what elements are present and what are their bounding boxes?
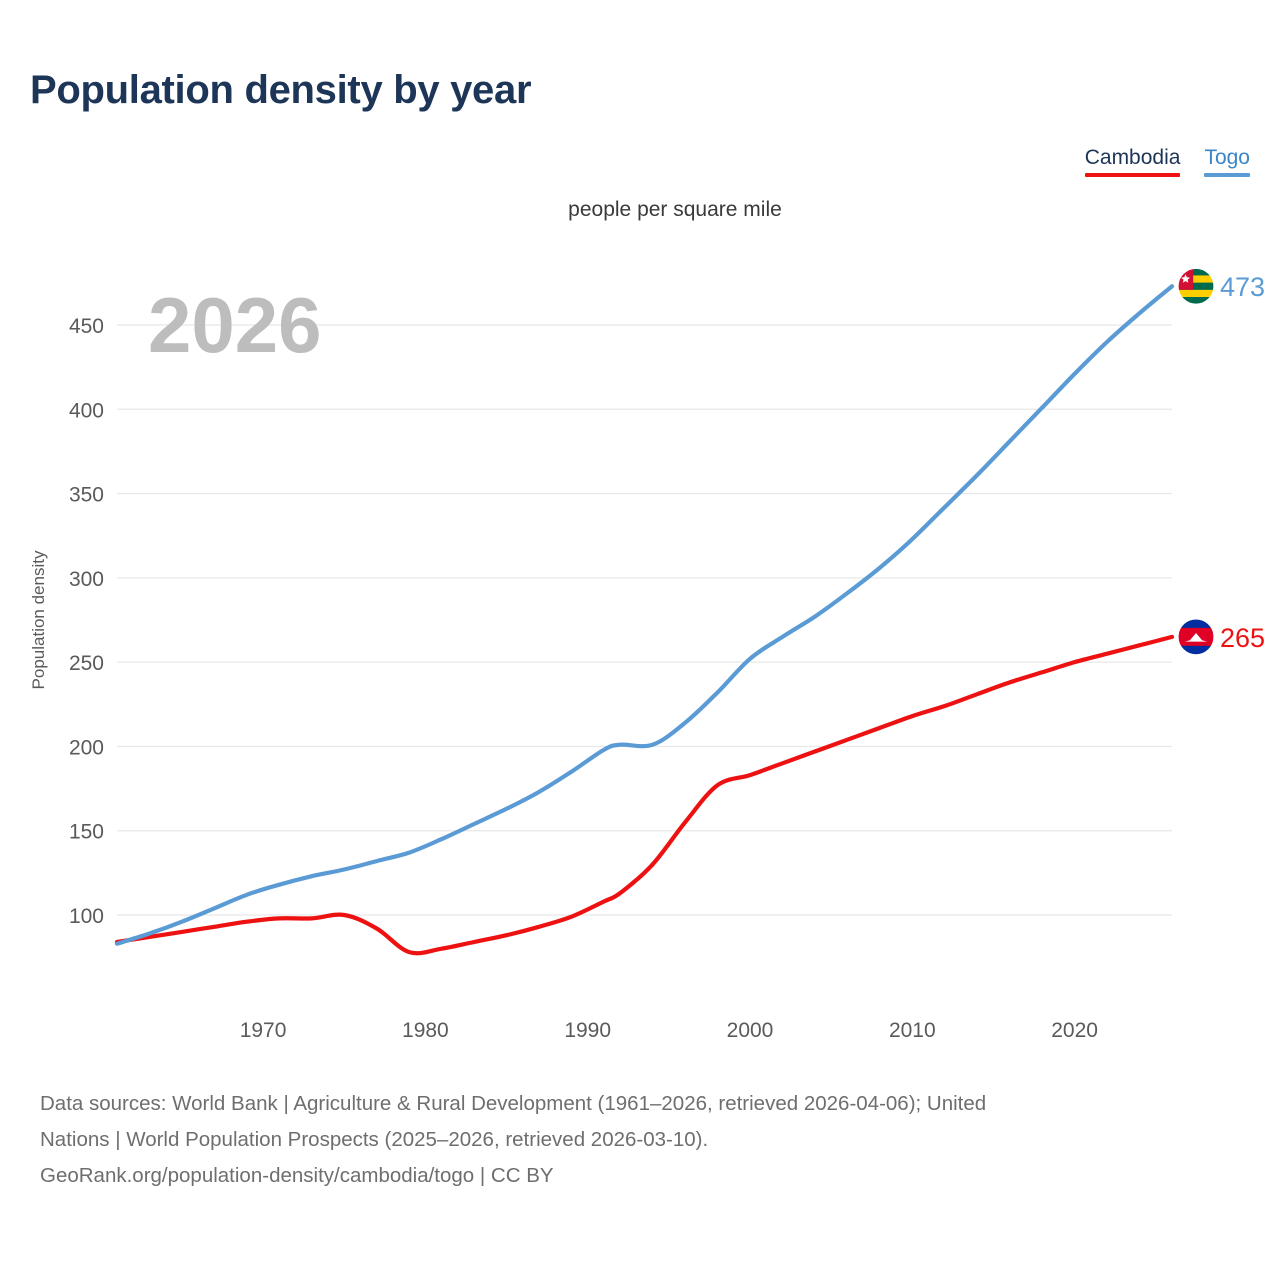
legend-label-cambodia: Cambodia xyxy=(1084,146,1181,169)
footer-line-1: Data sources: World Bank | Agriculture &… xyxy=(40,1092,987,1115)
legend-rule-togo xyxy=(1204,173,1250,177)
togo-flag-icon xyxy=(1177,267,1215,305)
x-tick-label: 1970 xyxy=(240,1019,287,1042)
series-line-cambodia[interactable] xyxy=(114,634,1175,956)
x-tick-label: 2020 xyxy=(1051,1019,1098,1042)
y-tick-label: 400 xyxy=(69,399,104,422)
legend-rule-cambodia xyxy=(1084,173,1181,177)
x-tick-label: 2010 xyxy=(889,1019,936,1042)
endpoint-value-cambodia: 265 xyxy=(1220,623,1265,653)
x-tick-label: 1980 xyxy=(402,1019,449,1042)
chart-gridlines xyxy=(117,324,1172,916)
legend-item-cambodia[interactable]: Cambodia xyxy=(1084,145,1181,177)
y-tick-label: 150 xyxy=(69,821,104,844)
chart-legend: Cambodia Togo xyxy=(1084,145,1250,177)
page-title: Population density by year xyxy=(30,68,532,112)
y-tick-label: 350 xyxy=(69,484,104,507)
y-tick-label: 200 xyxy=(69,736,104,759)
legend-label-togo: Togo xyxy=(1204,146,1250,169)
chart-x-tick-labels: 1970 1980 1990 2000 2010 2020 xyxy=(240,1019,1098,1042)
footer-line-2: Nations | World Population Prospects (20… xyxy=(40,1128,709,1151)
chart-y-tick-labels: 100 150 200 250 300 350 400 450 xyxy=(69,315,104,928)
y-tick-label: 300 xyxy=(69,568,104,591)
footer-source-link[interactable]: GeoRank.org/population-density/cambodia/… xyxy=(40,1164,554,1187)
cambodia-flag-icon xyxy=(1177,618,1215,656)
y-tick-label: 250 xyxy=(69,652,104,675)
y-tick-label: 450 xyxy=(69,315,104,338)
legend-item-togo[interactable]: Togo xyxy=(1204,145,1250,177)
chart-footer: Data sources: World Bank | Agriculture &… xyxy=(40,1086,1250,1194)
x-tick-label: 2000 xyxy=(727,1019,774,1042)
chart-subtitle: people per square mile xyxy=(568,198,782,221)
chart-endpoint-markers: 265 473 xyxy=(1177,267,1265,656)
endpoint-value-togo: 473 xyxy=(1220,272,1265,302)
year-watermark: 2026 xyxy=(148,281,322,369)
x-tick-label: 1990 xyxy=(564,1019,611,1042)
series-line-togo[interactable] xyxy=(114,284,1175,946)
chart-series-lines xyxy=(114,284,1175,956)
y-tick-label: 100 xyxy=(69,905,104,928)
y-axis-title: Population density xyxy=(29,550,48,689)
